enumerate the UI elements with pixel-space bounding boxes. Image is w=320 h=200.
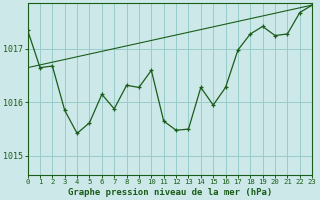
- X-axis label: Graphe pression niveau de la mer (hPa): Graphe pression niveau de la mer (hPa): [68, 188, 272, 197]
